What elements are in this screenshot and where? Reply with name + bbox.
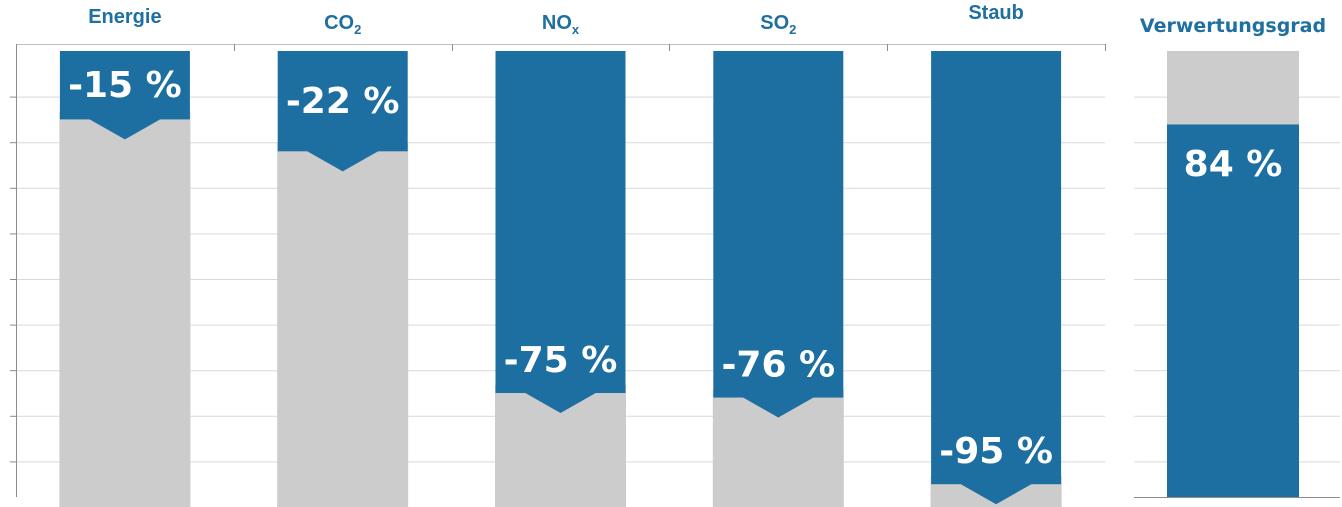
value-label: 84 %	[1184, 144, 1283, 185]
category-label: CO2	[324, 12, 361, 37]
category-label-text: Energie	[88, 6, 162, 28]
value-label: -75 %	[504, 340, 618, 381]
category-label-text: NO	[541, 12, 572, 34]
reduction-panel: -15 % -22 % -75 % -76 % -95 %	[10, 44, 1106, 507]
bar-pointer	[741, 396, 816, 418]
category-label-subscript: 2	[789, 22, 797, 37]
category-label: SO2	[760, 12, 796, 37]
bar-pointer	[305, 150, 380, 172]
bar-remaining	[59, 111, 191, 507]
bar-remaining	[277, 143, 409, 507]
category-label: Staub	[968, 2, 1024, 25]
utilization-panel: 84 %	[1134, 51, 1340, 498]
bar-reduction	[59, 51, 190, 120]
category-label-text: SO	[760, 12, 790, 34]
category-label: NOx	[542, 12, 579, 37]
value-label: -22 %	[286, 81, 400, 122]
value-label: -95 %	[939, 431, 1053, 472]
bar-reduction	[931, 51, 1062, 485]
category-label-subscript: 2	[354, 22, 362, 37]
bar-reduction	[495, 51, 626, 393]
category-label: Energie	[88, 6, 161, 29]
value-label: -76 %	[721, 345, 835, 386]
category-label: Verwertungsgrad	[1139, 15, 1327, 37]
bar-pointer	[523, 392, 598, 413]
bar-pointer	[87, 118, 162, 140]
bar-utilization	[1167, 124, 1299, 498]
bar-reduction	[713, 51, 844, 398]
bar-reduction	[277, 51, 408, 152]
bar-pointer	[959, 483, 1034, 505]
value-label: -15 %	[68, 65, 182, 106]
category-label-text: Staub	[968, 2, 1024, 24]
category-label-subscript: x	[571, 22, 580, 37]
category-label-text: CO	[324, 12, 355, 34]
